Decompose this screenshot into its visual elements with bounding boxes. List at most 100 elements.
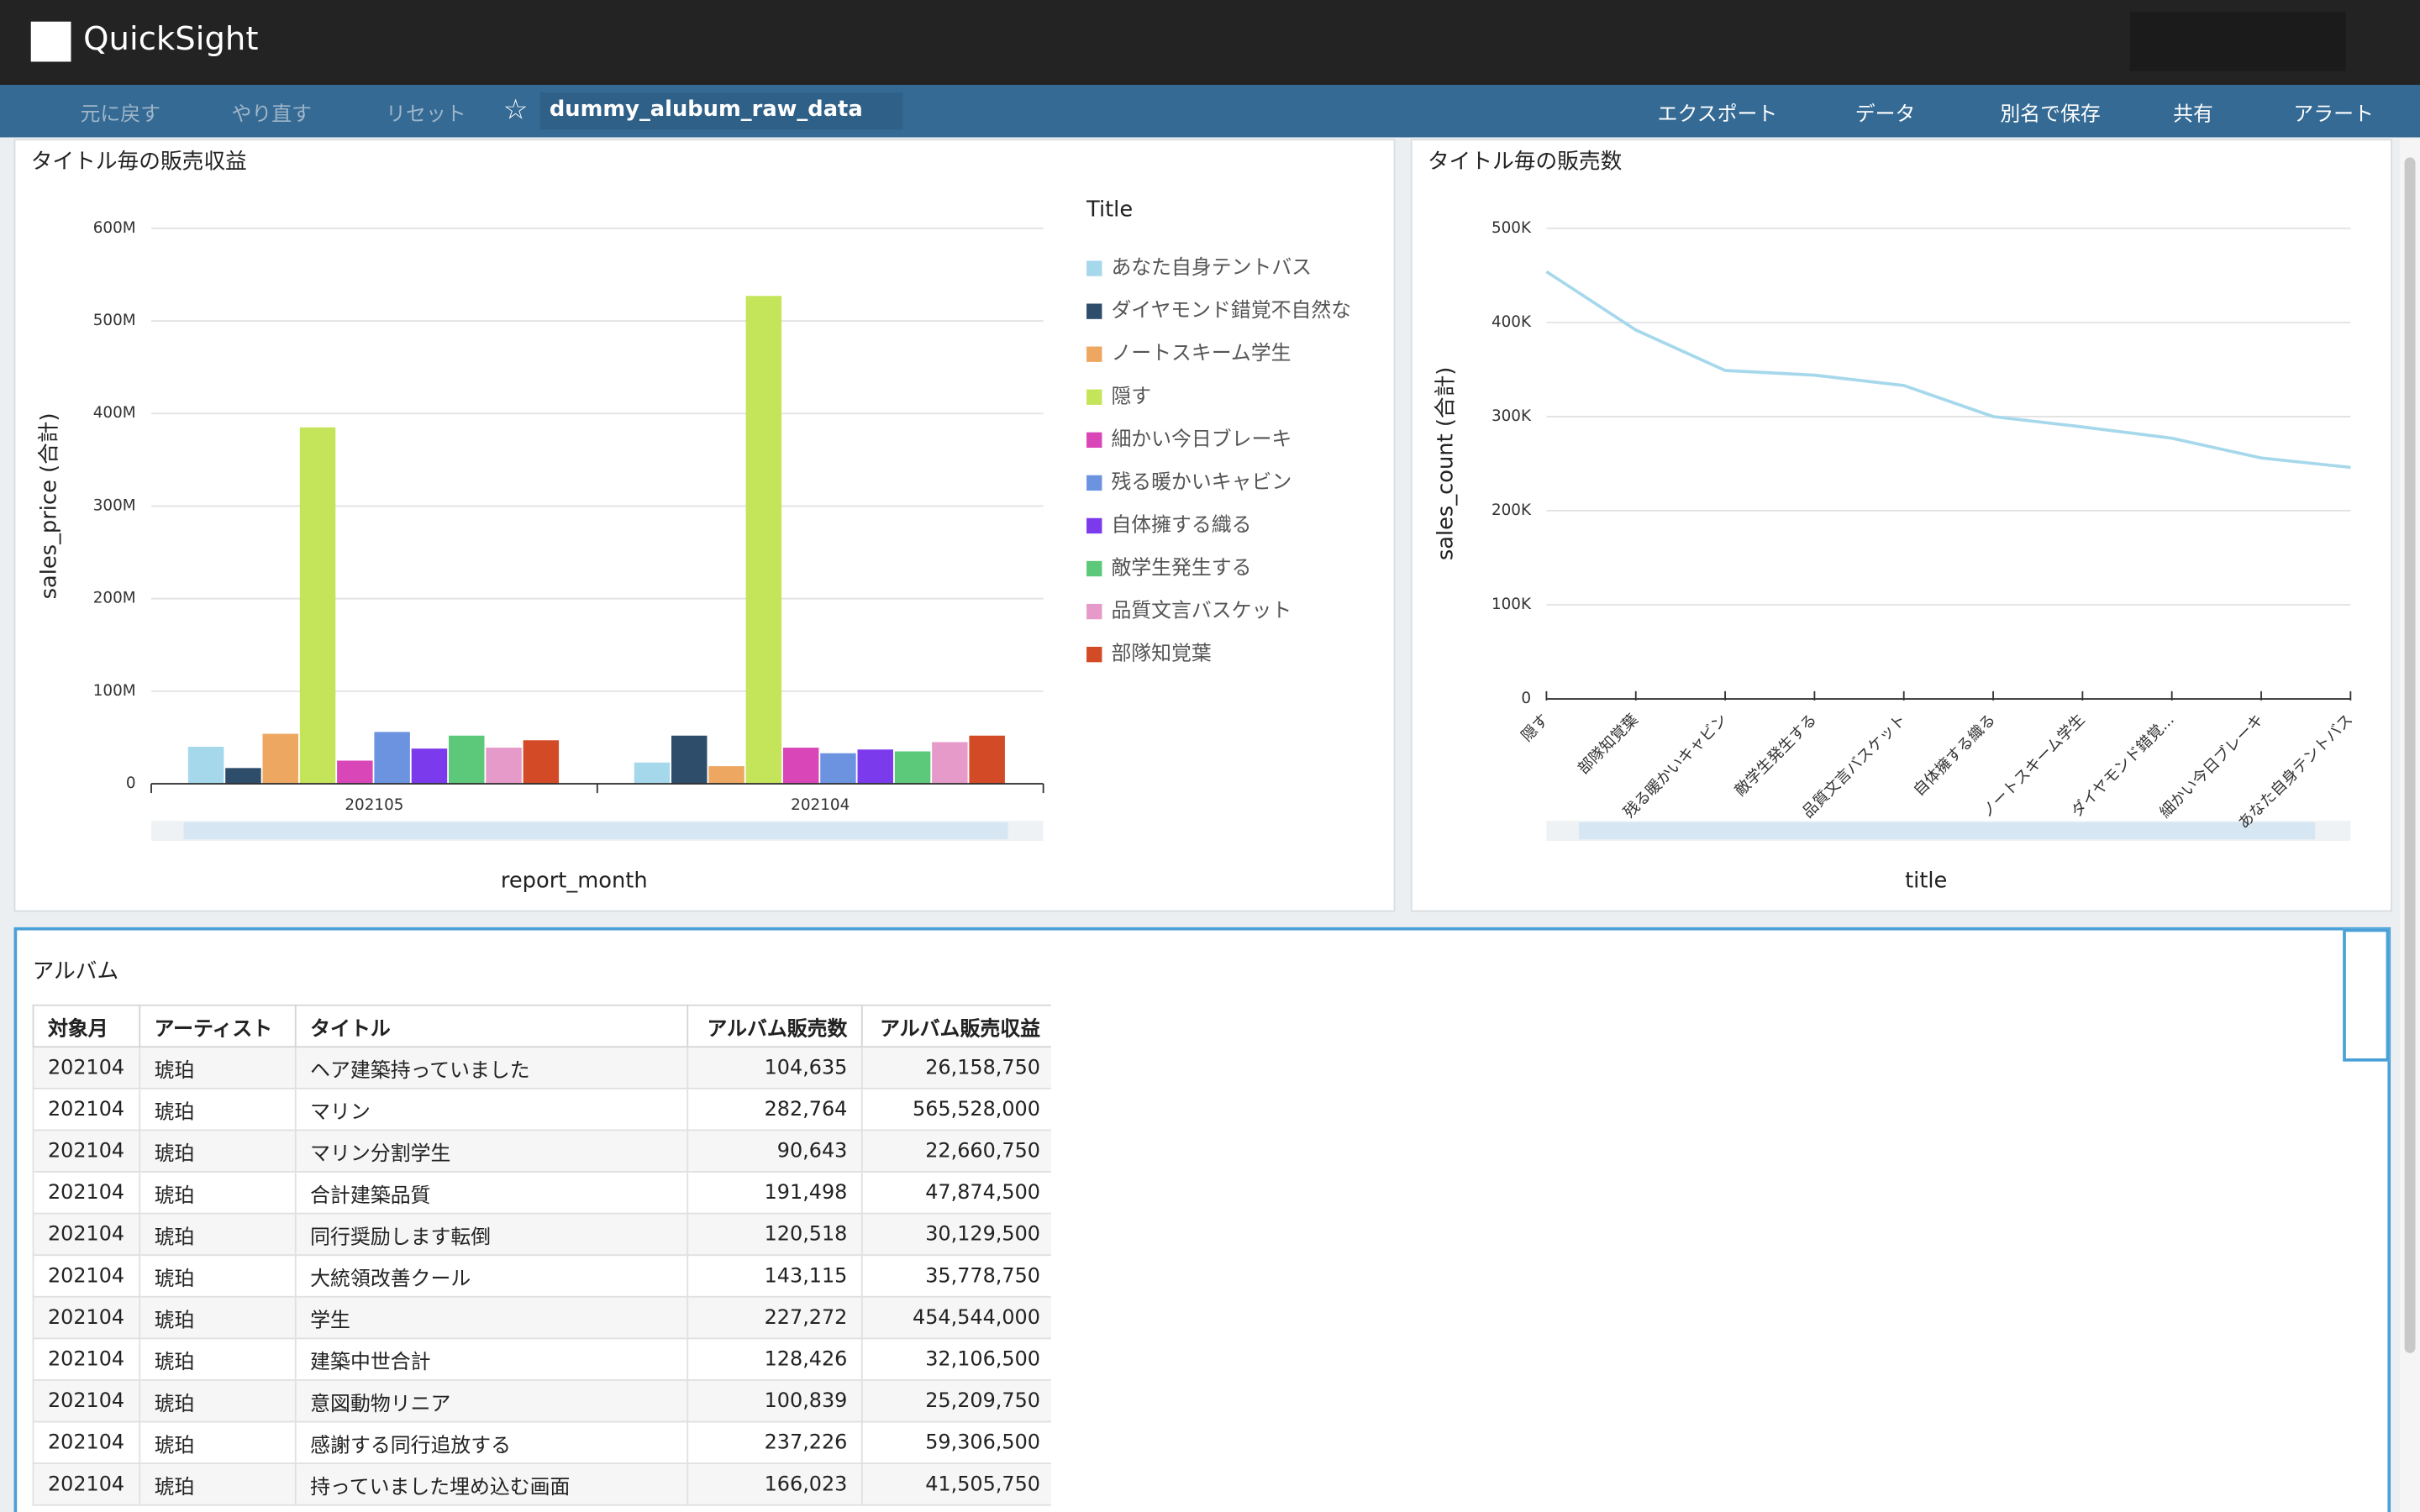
legend-label: あなた自身テントバス — [1111, 255, 1312, 279]
legend-swatch — [1086, 604, 1102, 619]
column-header[interactable]: 対象月 — [33, 1005, 139, 1047]
table-row: 202104琥珀学生227,272454,544,000 — [33, 1297, 1050, 1339]
legend-label: 自体擁する織る — [1111, 512, 1251, 536]
table-cell: 143,115 — [687, 1255, 862, 1297]
table-cell: 202104 — [33, 1172, 139, 1214]
x-tick-label: 敵学生発生する — [1732, 711, 1821, 800]
table-row: 202104琥珀持っていました埋め込む画面166,02341,505,750 — [33, 1463, 1050, 1505]
legend-swatch — [1086, 260, 1102, 276]
table-cell: 琥珀 — [139, 1380, 296, 1422]
legend-label: 隠す — [1111, 384, 1151, 407]
table-cell: 意図動物リニア — [296, 1380, 688, 1422]
table-cell: 237,226 — [687, 1422, 862, 1464]
legend-label: ノートスキーム学生 — [1111, 341, 1291, 365]
y-tick-label: 0 — [1521, 690, 1531, 707]
table-cell: 琥珀 — [139, 1047, 296, 1089]
chart-panel: タイトル毎の販売数0100K200K300K400K500Ksales_coun… — [1411, 139, 2392, 911]
table-row: 202104琥珀建築中世合計128,42632,106,500 — [33, 1338, 1050, 1380]
scroll-thumb[interactable] — [2405, 157, 2416, 1352]
visual-menu[interactable] — [2343, 929, 2389, 1062]
save-as-button[interactable]: 別名で保存 — [2000, 97, 2100, 127]
analysis-name[interactable]: dummy_alubum_raw_data — [540, 92, 903, 129]
export-button[interactable]: エクスポート — [1658, 97, 1778, 127]
x-axis-title: title — [1905, 868, 1947, 893]
bar — [932, 742, 967, 784]
reset-button[interactable]: リセット — [386, 97, 466, 127]
y-tick-label: 200K — [1491, 501, 1532, 519]
header-control[interactable] — [2130, 13, 2346, 71]
scrollbar[interactable] — [2400, 139, 2420, 1512]
table-cell: 琥珀 — [139, 1255, 296, 1297]
y-tick-label: 500K — [1491, 219, 1532, 237]
bar — [858, 749, 893, 784]
y-tick-label: 400M — [93, 404, 136, 422]
column-header[interactable]: アルバム販売収益 — [862, 1005, 1051, 1047]
table-cell: 100,839 — [687, 1380, 862, 1422]
column-header[interactable]: タイトル — [296, 1005, 688, 1047]
bar — [634, 763, 670, 784]
bar — [486, 748, 521, 784]
table-cell: 202104 — [33, 1089, 139, 1131]
bar — [969, 736, 1004, 784]
x-tick-label: 202105 — [345, 796, 403, 814]
legend-label: ダイヤモンド錯覚不自然な — [1111, 298, 1351, 322]
table-cell: 202104 — [33, 1214, 139, 1256]
table-title: アルバム — [33, 955, 119, 986]
table-cell: マリン分割学生 — [296, 1130, 688, 1172]
bar — [263, 734, 298, 785]
undo-button[interactable]: 元に戻す — [81, 97, 161, 127]
y-tick-label: 500M — [93, 312, 136, 329]
bar — [820, 753, 855, 784]
table-cell: 32,106,500 — [862, 1338, 1051, 1380]
table-cell: 琥珀 — [139, 1338, 296, 1380]
redo-button[interactable]: やり直す — [232, 97, 313, 127]
bar — [374, 732, 409, 784]
legend-swatch — [1086, 390, 1102, 405]
chart-title: タイトル毎の販売数 — [1428, 149, 1622, 174]
legend-label: 細かい今日ブレーキ — [1111, 427, 1292, 450]
table-cell: 26,158,750 — [862, 1047, 1051, 1089]
alert-button[interactable]: アラート — [2293, 97, 2374, 127]
table-cell: ヘア建築持っていました — [296, 1047, 688, 1089]
column-header[interactable]: アルバム販売数 — [687, 1005, 862, 1047]
table-cell: 琥珀 — [139, 1130, 296, 1172]
table-cell: 建築中世合計 — [296, 1338, 688, 1380]
x-tick-label: 隠す — [1518, 711, 1553, 745]
product-name[interactable]: QuickSight — [83, 20, 258, 57]
table-cell: 120,518 — [687, 1214, 862, 1256]
column-header[interactable]: アーティスト — [139, 1005, 296, 1047]
logo[interactable] — [31, 22, 71, 62]
x-axis-title: report_month — [501, 868, 648, 893]
table-row: 202104琥珀合計建築品質191,49847,874,500 — [33, 1172, 1050, 1214]
table-cell: 282,764 — [687, 1089, 862, 1131]
legend-swatch — [1086, 647, 1102, 662]
legend-title: Title — [1086, 197, 1133, 222]
table-cell: 35,778,750 — [862, 1255, 1051, 1297]
header: QuickSight — [0, 0, 2420, 85]
table-cell: 合計建築品質 — [296, 1172, 688, 1214]
x-tick-label: 202104 — [791, 796, 850, 814]
table-cell: 22,660,750 — [862, 1130, 1051, 1172]
table-cell: 128,426 — [687, 1338, 862, 1380]
table-cell: 202104 — [33, 1380, 139, 1422]
table-cell: 202104 — [33, 1422, 139, 1464]
line — [1546, 271, 2350, 467]
legend-swatch — [1086, 561, 1102, 576]
share-button[interactable]: 共有 — [2173, 97, 2213, 127]
legend-swatch — [1086, 475, 1102, 491]
bar-chart: タイトル毎の販売収益0100M200M300M400M500M600Msales… — [15, 140, 1393, 911]
favorite-star[interactable]: ☆ — [503, 94, 529, 127]
table: 対象月アーティストタイトルアルバム販売数アルバム販売収益202104琥珀ヘア建築… — [33, 1005, 1051, 1506]
table-cell: 227,272 — [687, 1297, 862, 1339]
table-row: 202104琥珀大統領改善クール143,11535,778,750 — [33, 1255, 1050, 1297]
data-button[interactable]: データ — [1855, 97, 1916, 127]
table-cell: 30,129,500 — [862, 1214, 1051, 1256]
table-cell: 琥珀 — [139, 1422, 296, 1464]
table-cell: マリン — [296, 1089, 688, 1131]
bar — [895, 751, 930, 784]
table-cell: 166,023 — [687, 1463, 862, 1505]
legend-swatch — [1086, 303, 1102, 318]
table-cell: 191,498 — [687, 1172, 862, 1214]
